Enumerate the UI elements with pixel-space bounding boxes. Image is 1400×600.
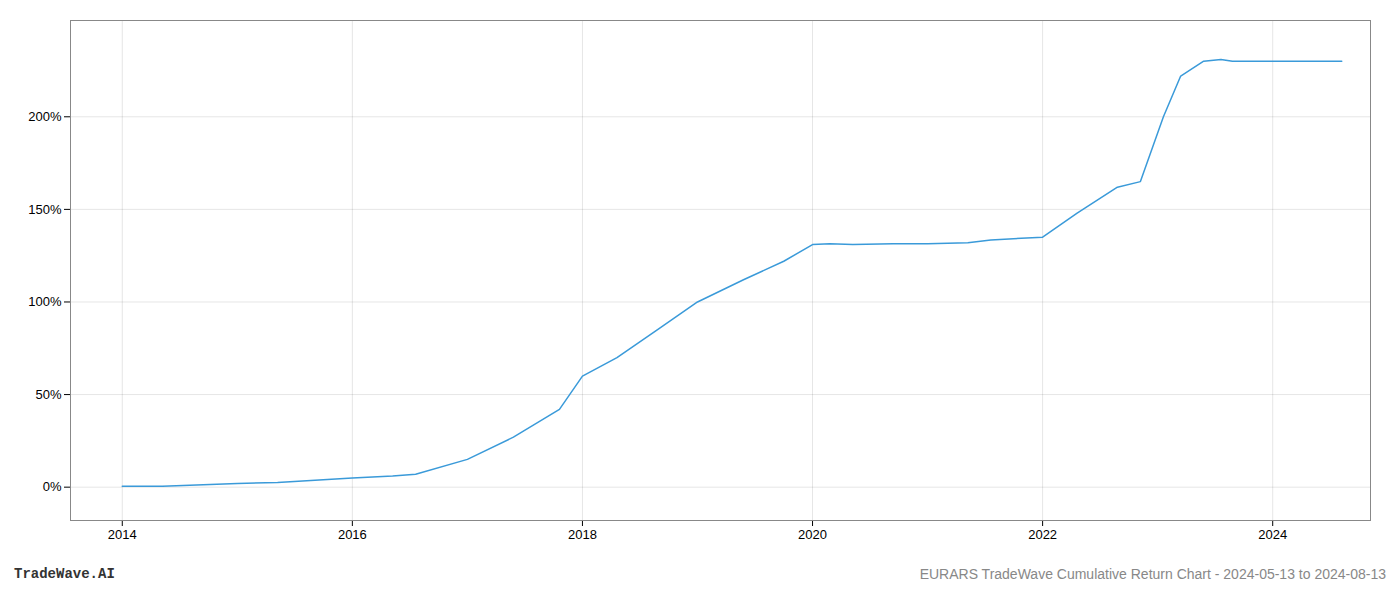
svg-text:200%: 200% bbox=[28, 109, 62, 124]
svg-text:2014: 2014 bbox=[108, 527, 137, 542]
svg-text:50%: 50% bbox=[35, 387, 61, 402]
svg-text:2016: 2016 bbox=[338, 527, 367, 542]
svg-text:2022: 2022 bbox=[1028, 527, 1057, 542]
svg-text:100%: 100% bbox=[28, 294, 62, 309]
svg-text:150%: 150% bbox=[28, 202, 62, 217]
html-text:EURARS TradeWave Cumulative Re: EURARS TradeWave Cumulative Return Chart… bbox=[919, 566, 1386, 582]
html-text:TradeWave.AI: TradeWave.AI bbox=[14, 566, 115, 582]
svg-text:2020: 2020 bbox=[798, 527, 827, 542]
svg-text:2018: 2018 bbox=[568, 527, 597, 542]
svg-text:0%: 0% bbox=[43, 479, 62, 494]
svg-text:2024: 2024 bbox=[1258, 527, 1287, 542]
